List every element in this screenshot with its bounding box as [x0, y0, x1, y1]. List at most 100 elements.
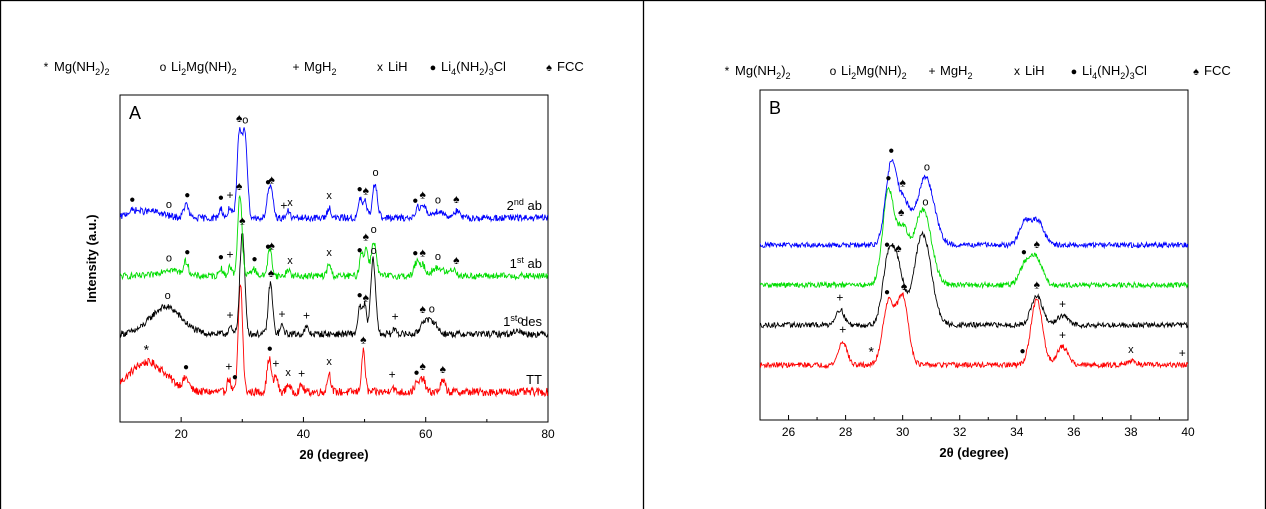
peak-marker: ● — [183, 362, 189, 373]
legend-label: MgH2 — [304, 59, 336, 77]
peak-marker: + — [227, 188, 234, 202]
peak-marker: o — [922, 197, 928, 209]
peak-marker: o — [924, 161, 930, 173]
legend-entry: x LiH — [377, 59, 408, 74]
legend-symbol: ♠ — [1193, 66, 1199, 78]
x-tick-label: 40 — [297, 427, 311, 441]
peak-marker: * — [144, 341, 150, 357]
panel-label: A — [129, 103, 141, 123]
peak-marker: ● — [885, 173, 891, 184]
legend-label: Li4(NH2)3Cl — [1082, 63, 1147, 81]
peak-marker: ● — [251, 254, 257, 265]
peak-marker: * — [869, 343, 875, 359]
peak-marker: + — [272, 357, 279, 371]
panel-label: B — [769, 98, 781, 118]
peak-marker: o — [166, 199, 172, 211]
peak-marker: x — [326, 356, 332, 368]
peak-marker: + — [227, 308, 234, 322]
peak-marker: ♠ — [899, 175, 906, 189]
x-tick-label: 26 — [782, 425, 796, 439]
legend-entry: + MgH2 — [928, 63, 972, 81]
peak-marker: + — [1059, 297, 1066, 311]
peak-marker: ● — [888, 145, 894, 156]
peak-marker: ♠ — [239, 214, 246, 228]
series-line — [120, 232, 548, 339]
x-axis-title: 2θ (degree) — [299, 447, 368, 462]
x-tick-label: 30 — [896, 425, 910, 439]
peak-marker: o — [435, 194, 441, 206]
legend-symbol: x — [1014, 64, 1020, 78]
peak-marker: ● — [265, 177, 271, 188]
legend-label: Li2Mg(NH)2 — [171, 59, 237, 77]
legend-symbol: * — [725, 64, 730, 78]
legend-label: LiH — [1025, 63, 1045, 78]
peak-marker: ♠ — [268, 238, 275, 252]
peak-marker: ♠ — [268, 266, 275, 280]
legend-entry: ● Li4(NH2)3Cl — [1071, 63, 1147, 81]
legend-symbol: * — [44, 60, 49, 74]
x-tick-label: 32 — [953, 425, 967, 439]
peak-marker: ● — [218, 252, 224, 263]
peak-marker: x — [326, 190, 332, 202]
peak-marker: ● — [232, 372, 238, 383]
peak-marker: ♠ — [453, 192, 460, 206]
series-label: 1st ab — [510, 255, 542, 271]
peak-marker: x — [285, 367, 291, 379]
peak-marker: o — [517, 315, 523, 327]
peak-marker: ● — [357, 184, 363, 195]
peak-marker: ● — [414, 367, 420, 378]
peak-marker: ♠ — [453, 253, 460, 267]
peak-marker: ● — [184, 247, 190, 258]
legend-entry: x LiH — [1014, 63, 1045, 78]
peak-marker: ♠ — [236, 111, 243, 125]
legend-symbol: ● — [1071, 66, 1078, 78]
legend-symbol: o — [830, 64, 837, 78]
peak-marker: + — [298, 366, 305, 380]
peak-marker: ♠ — [1034, 237, 1041, 251]
x-tick-label: 80 — [541, 427, 555, 441]
peak-marker: + — [389, 368, 396, 382]
peak-marker: x — [287, 255, 293, 267]
peak-marker: o — [435, 251, 441, 263]
x-tick-label: 34 — [1010, 425, 1024, 439]
peak-marker: o — [165, 290, 171, 302]
series-line — [760, 292, 1188, 370]
x-axis-title: 2θ (degree) — [939, 445, 1008, 460]
peak-marker: ● — [129, 194, 135, 205]
panel-a: * Mg(NH2)2 o Li2Mg(NH)2 + MgH2 x LiH ● Li4(NH2)3C… — [0, 0, 644, 509]
peak-marker: + — [1179, 346, 1186, 360]
legend-entry: * Mg(NH2)2 — [44, 59, 110, 77]
peak-marker: ♠ — [419, 245, 426, 259]
legend-label: Li4(NH2)3Cl — [441, 59, 506, 77]
peak-marker: + — [392, 310, 399, 324]
peak-marker: ♠ — [419, 302, 426, 316]
legend-entry: ● Li4(NH2)3Cl — [430, 59, 506, 77]
peak-marker: ♠ — [236, 179, 243, 193]
y-axis-title: Intensity (a.u.) — [84, 214, 99, 302]
peak-marker: + — [1059, 328, 1066, 342]
peak-marker: ♠ — [440, 362, 447, 376]
peak-marker: ● — [267, 344, 273, 355]
series-label: 2nd ab — [507, 197, 542, 213]
plot-area — [759, 89, 1189, 421]
series-label: 1st des — [503, 313, 542, 329]
peak-marker: ♠ — [363, 290, 370, 304]
series-line — [760, 230, 1188, 330]
legend-entry: * Mg(NH2)2 — [725, 63, 791, 81]
peak-marker: o — [371, 245, 377, 257]
peak-marker: ♠ — [1034, 277, 1041, 291]
peak-marker: ● — [884, 239, 890, 250]
legend-entry: o Li2Mg(NH)2 — [830, 63, 907, 81]
legend-symbol: + — [292, 60, 299, 74]
legend-symbol: ♠ — [546, 62, 552, 74]
legend-entry: o Li2Mg(NH)2 — [160, 59, 237, 77]
peak-marker: ● — [357, 245, 363, 256]
series-line — [120, 127, 548, 223]
peak-marker: + — [836, 290, 843, 304]
peak-marker: o — [429, 303, 435, 315]
legend-label: Li2Mg(NH)2 — [841, 63, 907, 81]
legend-symbol: o — [160, 60, 167, 74]
legend-entry: ♠ FCC — [546, 59, 584, 74]
x-tick-label: 28 — [839, 425, 853, 439]
